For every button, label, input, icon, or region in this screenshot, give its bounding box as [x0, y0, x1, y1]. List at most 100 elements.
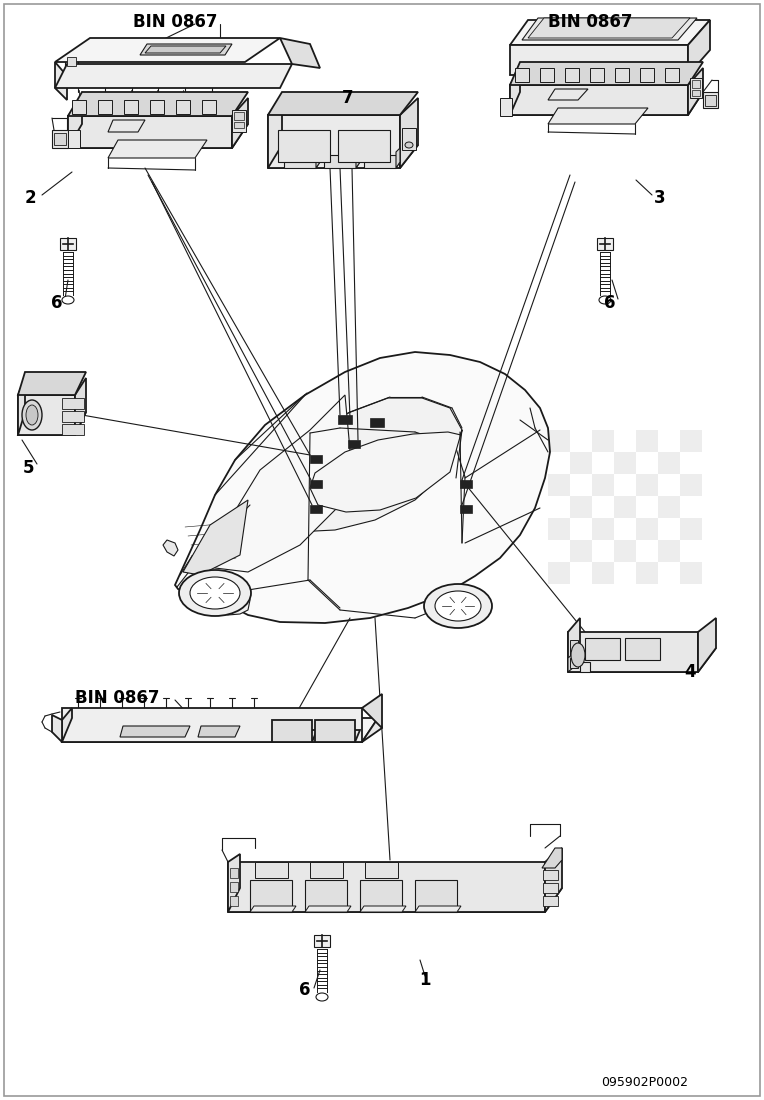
Polygon shape: [145, 46, 226, 53]
FancyBboxPatch shape: [4, 4, 760, 1096]
Polygon shape: [305, 880, 347, 912]
Polygon shape: [268, 116, 400, 168]
Polygon shape: [268, 98, 282, 168]
Polygon shape: [228, 854, 240, 912]
Bar: [680, 562, 702, 584]
Polygon shape: [250, 906, 296, 912]
Polygon shape: [568, 648, 716, 672]
Bar: [124, 100, 138, 114]
Polygon shape: [18, 412, 86, 434]
Bar: [680, 430, 702, 452]
Polygon shape: [316, 148, 320, 168]
Bar: [460, 480, 472, 488]
Bar: [98, 100, 112, 114]
Polygon shape: [68, 116, 232, 148]
Text: 095902P0002: 095902P0002: [601, 1076, 688, 1089]
Bar: [585, 638, 620, 660]
Polygon shape: [18, 378, 25, 434]
Bar: [72, 100, 86, 114]
Polygon shape: [356, 148, 360, 168]
Bar: [590, 68, 604, 82]
Bar: [67, 57, 76, 66]
Bar: [548, 474, 570, 496]
Ellipse shape: [571, 644, 585, 667]
Bar: [597, 238, 613, 250]
Polygon shape: [396, 148, 400, 168]
Polygon shape: [568, 632, 698, 672]
Bar: [658, 496, 680, 518]
Bar: [234, 122, 244, 128]
Bar: [515, 68, 529, 82]
Polygon shape: [75, 378, 86, 434]
Polygon shape: [228, 888, 562, 912]
Text: 6: 6: [604, 294, 616, 312]
Bar: [230, 868, 238, 878]
Text: BIN 0867: BIN 0867: [548, 13, 633, 31]
Polygon shape: [62, 708, 72, 742]
Polygon shape: [278, 130, 330, 162]
Bar: [230, 896, 238, 906]
Bar: [62, 411, 84, 422]
Bar: [636, 474, 658, 496]
Bar: [310, 455, 322, 463]
Text: 4: 4: [685, 663, 696, 681]
Polygon shape: [510, 92, 703, 116]
Polygon shape: [140, 44, 232, 55]
Polygon shape: [108, 120, 145, 132]
Polygon shape: [360, 906, 406, 912]
Polygon shape: [548, 108, 648, 124]
Bar: [234, 112, 244, 120]
Polygon shape: [280, 39, 320, 68]
Bar: [636, 518, 658, 540]
Polygon shape: [315, 720, 355, 742]
Bar: [548, 430, 570, 452]
Polygon shape: [55, 62, 67, 100]
Bar: [592, 562, 614, 584]
Polygon shape: [68, 124, 248, 148]
Polygon shape: [180, 574, 250, 615]
Bar: [592, 430, 614, 452]
Polygon shape: [268, 92, 418, 116]
Polygon shape: [198, 726, 240, 737]
Polygon shape: [205, 395, 350, 572]
Polygon shape: [175, 352, 550, 623]
Bar: [176, 100, 190, 114]
Ellipse shape: [190, 578, 240, 609]
Text: 6: 6: [299, 981, 311, 999]
Polygon shape: [362, 718, 382, 743]
Polygon shape: [62, 718, 378, 743]
Ellipse shape: [62, 296, 74, 304]
Text: c a r   p a r t s: c a r p a r t s: [267, 556, 452, 581]
Polygon shape: [284, 155, 316, 168]
Bar: [680, 474, 702, 496]
Polygon shape: [324, 155, 356, 168]
Polygon shape: [688, 68, 703, 116]
Bar: [658, 540, 680, 562]
Polygon shape: [272, 720, 312, 742]
Bar: [543, 896, 558, 906]
Polygon shape: [55, 64, 292, 88]
Bar: [680, 518, 702, 540]
Polygon shape: [568, 618, 580, 672]
Polygon shape: [315, 730, 360, 743]
Polygon shape: [364, 162, 400, 168]
Polygon shape: [183, 500, 248, 575]
Polygon shape: [400, 98, 418, 168]
Bar: [592, 518, 614, 540]
Polygon shape: [18, 372, 86, 395]
Polygon shape: [415, 880, 457, 912]
Bar: [150, 100, 164, 114]
Polygon shape: [338, 130, 390, 162]
Bar: [232, 110, 246, 132]
Bar: [370, 418, 384, 427]
Text: 5: 5: [22, 459, 34, 477]
Polygon shape: [415, 906, 461, 912]
Polygon shape: [568, 648, 580, 672]
Text: 1: 1: [419, 971, 431, 989]
Ellipse shape: [179, 570, 251, 616]
Bar: [540, 68, 554, 82]
Polygon shape: [310, 862, 343, 878]
Polygon shape: [55, 39, 280, 62]
Text: 7: 7: [342, 89, 354, 107]
Bar: [690, 78, 702, 98]
